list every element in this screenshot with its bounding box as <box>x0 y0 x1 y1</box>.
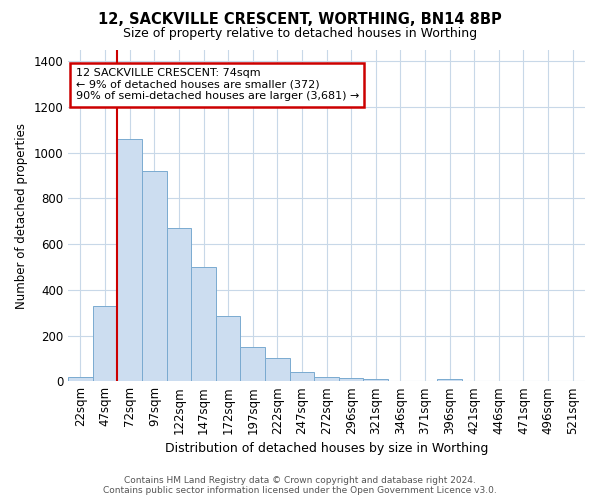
Text: 12, SACKVILLE CRESCENT, WORTHING, BN14 8BP: 12, SACKVILLE CRESCENT, WORTHING, BN14 8… <box>98 12 502 28</box>
Bar <box>339 378 364 381</box>
Bar <box>68 376 93 381</box>
X-axis label: Distribution of detached houses by size in Worthing: Distribution of detached houses by size … <box>165 442 488 455</box>
Bar <box>314 376 339 381</box>
Bar <box>142 171 167 381</box>
Bar <box>167 228 191 381</box>
Bar <box>437 380 462 381</box>
Text: 12 SACKVILLE CRESCENT: 74sqm
← 9% of detached houses are smaller (372)
90% of se: 12 SACKVILLE CRESCENT: 74sqm ← 9% of det… <box>76 68 359 102</box>
Bar <box>364 380 388 381</box>
Text: Contains HM Land Registry data © Crown copyright and database right 2024.
Contai: Contains HM Land Registry data © Crown c… <box>103 476 497 495</box>
Y-axis label: Number of detached properties: Number of detached properties <box>15 122 28 308</box>
Bar <box>241 347 265 381</box>
Bar <box>216 316 241 381</box>
Bar <box>265 358 290 381</box>
Text: Size of property relative to detached houses in Worthing: Size of property relative to detached ho… <box>123 28 477 40</box>
Bar <box>118 139 142 381</box>
Bar <box>290 372 314 381</box>
Bar <box>93 306 118 381</box>
Bar <box>191 267 216 381</box>
